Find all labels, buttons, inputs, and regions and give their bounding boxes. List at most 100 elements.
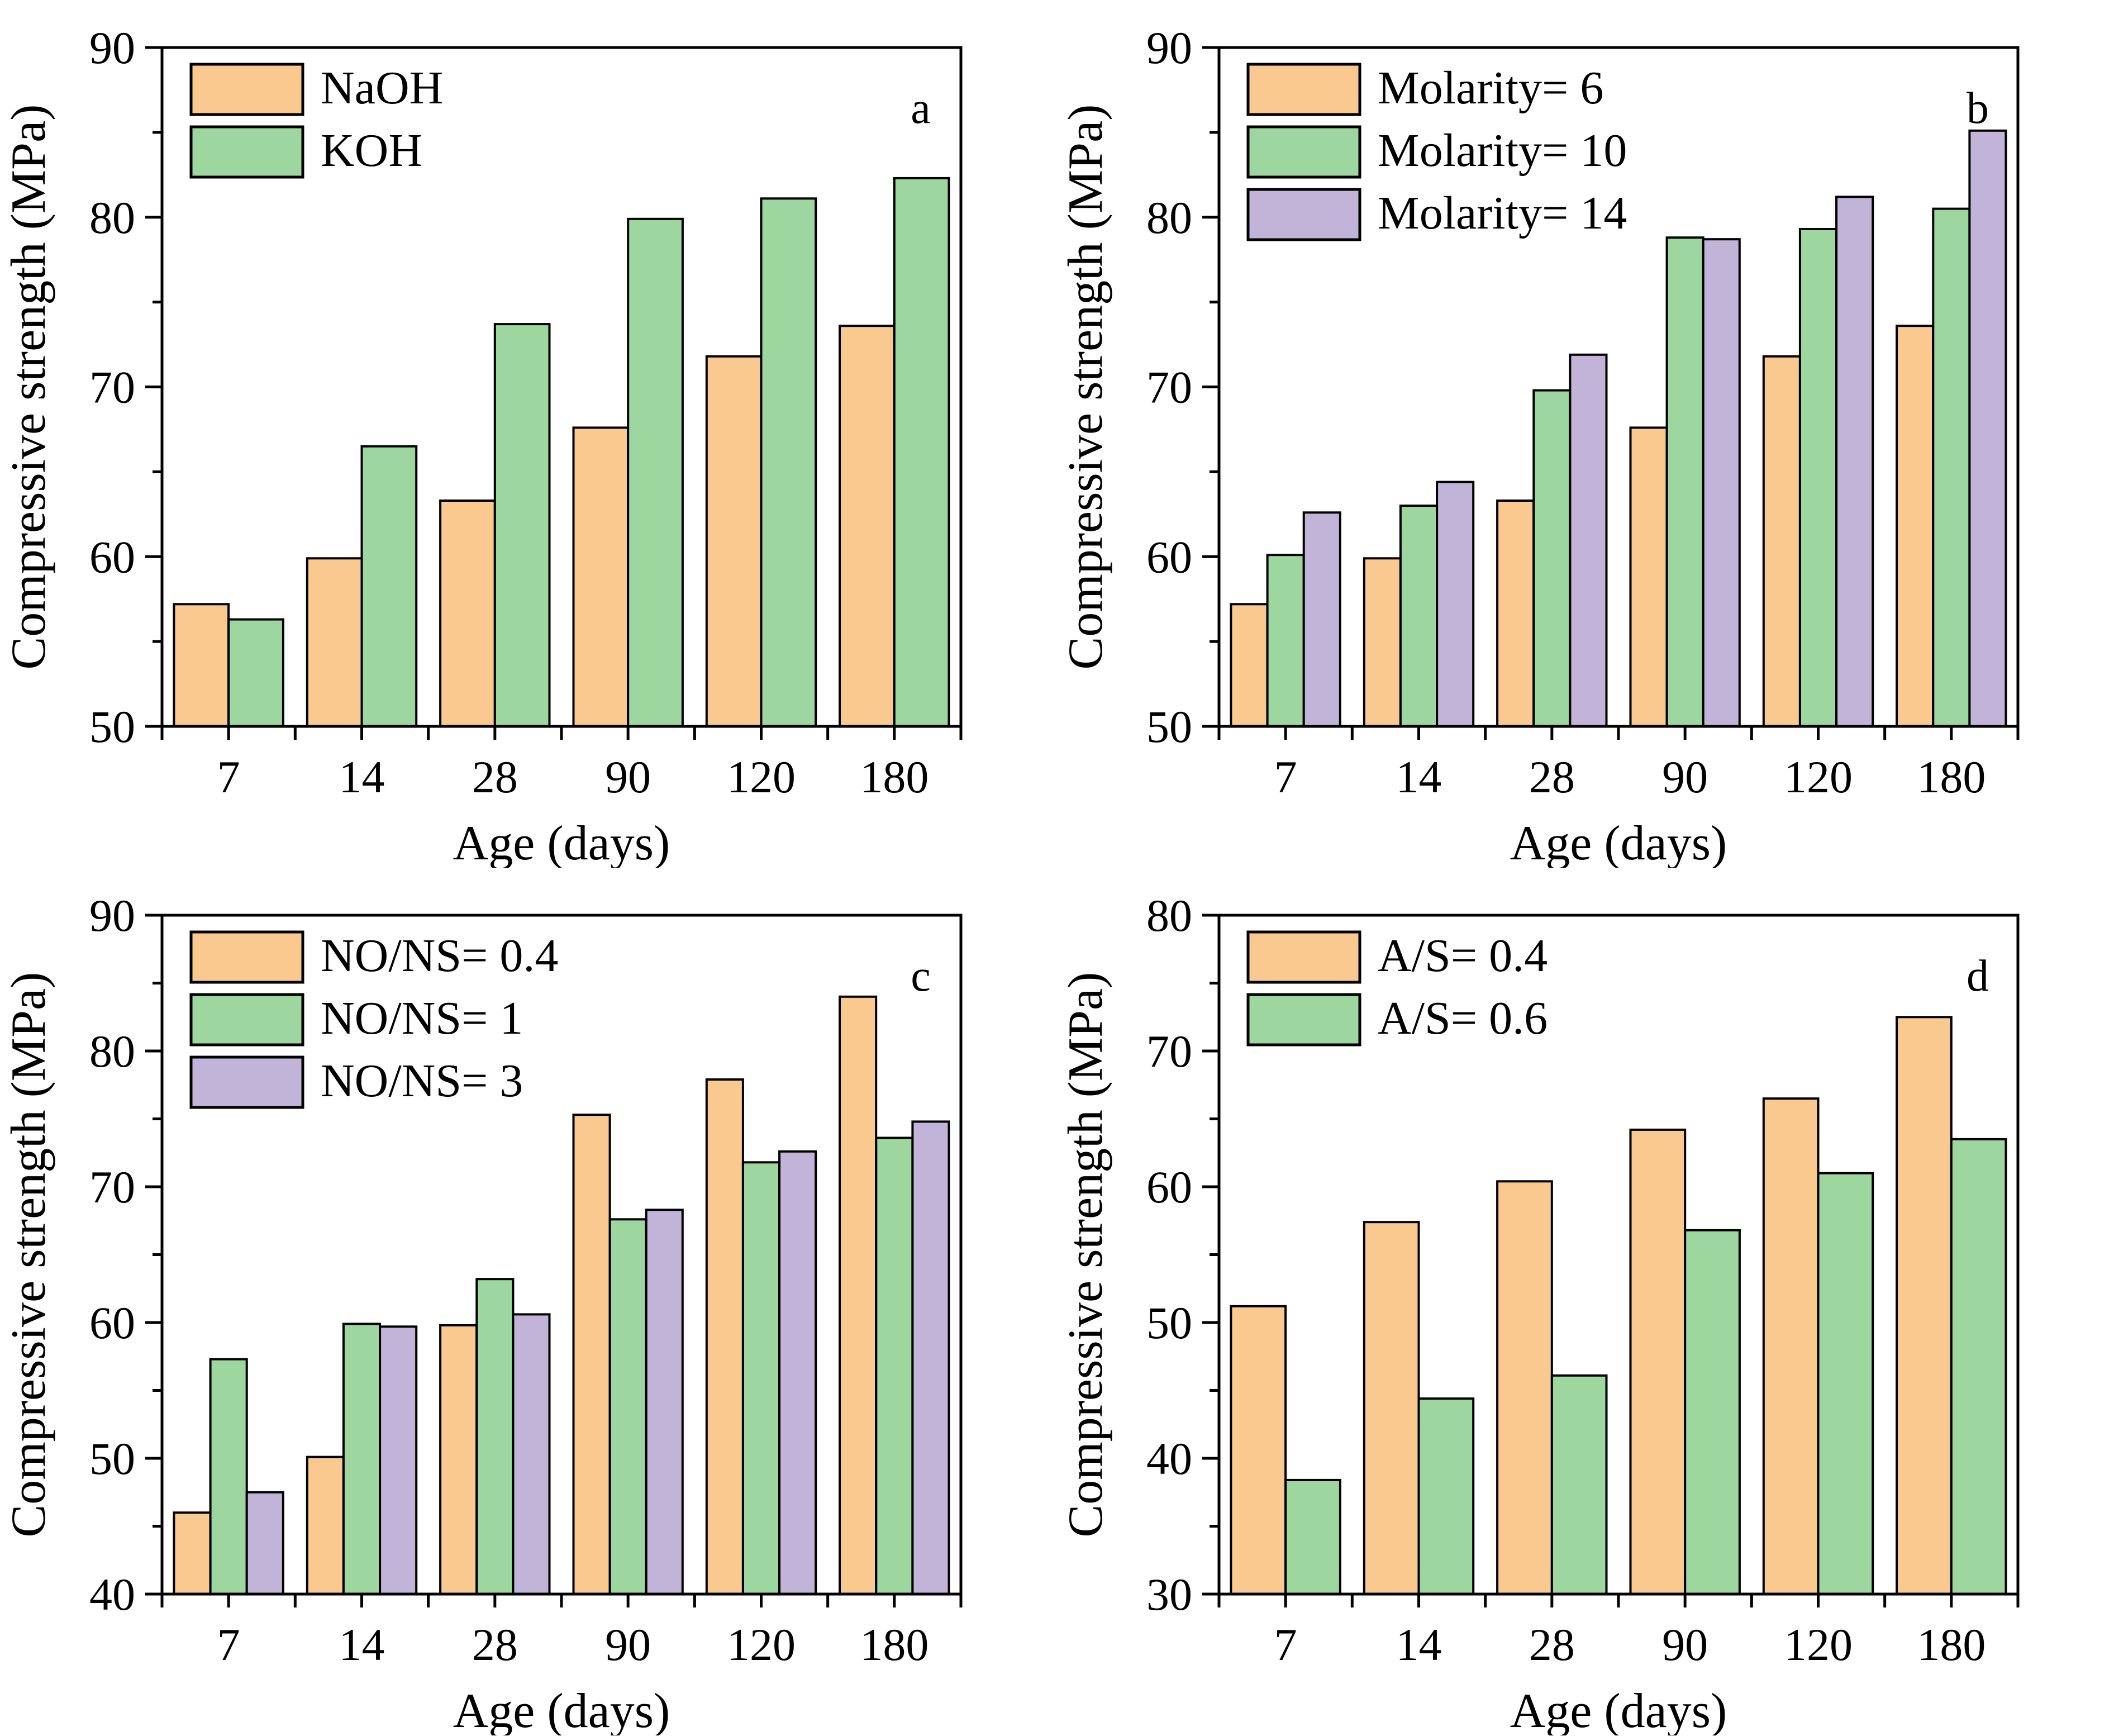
legend-swatch-1	[1246, 63, 1361, 116]
x-tick-label: 7	[1274, 752, 1297, 802]
bar-series2-age7	[1284, 1478, 1341, 1596]
bar-series1-age28	[439, 500, 496, 727]
y-tick-label: 80	[1146, 192, 1192, 243]
legend-swatch-2	[1246, 993, 1361, 1047]
x-tick-label: 120	[727, 752, 796, 802]
y-tick-label: 40	[1146, 1433, 1192, 1484]
y-tick-label: 40	[89, 1569, 135, 1620]
x-tick-label: 7	[217, 752, 240, 802]
bar-series2-age120	[760, 197, 817, 727]
legend-swatch-3	[189, 1055, 304, 1109]
bar-series1-age180	[1896, 1016, 1953, 1596]
bar-series1-age28	[439, 1324, 478, 1596]
bar-series2-age120	[1817, 1172, 1874, 1595]
x-tick-label: 7	[217, 1619, 240, 1670]
bar-series2-age14	[360, 445, 418, 727]
panel-a: 50 60 70 80 90 7 14 28 90 120 180 Age (days) Compres…	[0, 0, 1057, 868]
bar-series1-age7	[1230, 603, 1269, 728]
y-tick-label: 90	[89, 890, 135, 941]
y-tick-label: 80	[1146, 890, 1192, 941]
x-tick-label: 180	[860, 752, 929, 802]
x-axis-label: Age (days)	[1510, 816, 1727, 868]
bar-series2-age28	[1532, 389, 1572, 727]
bar-series2-age28	[493, 323, 551, 727]
legend-label-2: NO/NS= 1	[321, 992, 523, 1044]
bar-series2-age7	[1266, 554, 1305, 727]
legend-swatch-1	[189, 63, 304, 116]
legend-label-2: Molarity= 10	[1378, 125, 1627, 177]
bar-series2-age7	[227, 618, 284, 727]
bar-series1-age7	[1230, 1305, 1287, 1595]
x-tick-label: 120	[1784, 1619, 1853, 1670]
y-tick-label: 80	[89, 192, 135, 243]
bar-series1-age180	[1896, 325, 1935, 727]
bar-series2-age90	[1665, 236, 1704, 727]
bar-series3-age7	[1302, 511, 1341, 727]
y-tick-label: 70	[1146, 362, 1192, 413]
bar-series1-age28	[1496, 500, 1535, 727]
bar-series3-age90	[645, 1209, 684, 1595]
y-tick-label: 90	[89, 22, 135, 73]
y-tick-label: 50	[89, 1433, 135, 1484]
y-tick-label: 90	[1146, 22, 1192, 73]
bar-series1-age14	[1363, 1221, 1420, 1595]
bar-series2-age90	[627, 217, 684, 727]
x-axis-label: Age (days)	[453, 816, 670, 868]
bar-series1-age90	[572, 426, 630, 727]
bar-series1-age7	[173, 603, 230, 728]
y-axis-label: Compressive strength (MPa)	[2, 972, 56, 1538]
y-tick-label: 50	[1146, 701, 1192, 752]
legend-swatch-1	[1246, 930, 1361, 984]
chart-d-svg: 30 40 50 60 70 80 7 14 28 90 120 180 Age (days) Compr…	[1059, 890, 2020, 1735]
bar-series1-age28	[1496, 1180, 1553, 1595]
bar-series1-age14	[306, 1456, 345, 1595]
bar-series3-age14	[379, 1325, 418, 1595]
bar-series1-age120	[1762, 1097, 1820, 1596]
x-tick-label: 14	[1396, 752, 1442, 802]
chart-c-svg: 40 50 60 70 80 90 7 14 28 90 120 180 Age (days) Compr…	[2, 890, 963, 1735]
legend-label-1: Molarity= 6	[1378, 62, 1603, 114]
legend-label-1: NO/NS= 0.4	[321, 930, 558, 982]
panel-letter: d	[1967, 952, 1989, 1001]
bar-series1-age90	[1629, 426, 1668, 727]
panel-c: 40 50 60 70 80 90 7 14 28 90 120 180 Age (days) Compr…	[0, 868, 1057, 1735]
legend-label-2: A/S= 0.6	[1378, 992, 1548, 1044]
x-tick-label: 120	[1784, 752, 1853, 802]
bar-series3-age120	[778, 1150, 817, 1595]
bar-series2-age180	[1950, 1138, 2007, 1595]
legend-swatch-2	[1246, 125, 1361, 179]
bar-series2-age28	[475, 1278, 515, 1595]
chart-b-svg: 50 60 70 80 90 7 14 28 90 120 180 Age (days) Compres…	[1059, 22, 2020, 868]
legend-label-1: A/S= 0.4	[1378, 930, 1548, 982]
legend-label-3: Molarity= 14	[1378, 187, 1627, 239]
x-axis-label: Age (days)	[453, 1684, 670, 1735]
legend-label-2: KOH	[321, 125, 422, 177]
bar-series2-age14	[1417, 1397, 1475, 1595]
bar-series3-age7	[245, 1491, 284, 1596]
bar-series1-age90	[572, 1114, 611, 1595]
legend-swatch-2	[189, 993, 304, 1047]
chart-a-svg: 50 60 70 80 90 7 14 28 90 120 180 Age (days) Compres…	[2, 22, 963, 868]
bar-series2-age14	[1399, 505, 1439, 727]
bar-series3-age28	[1569, 353, 1608, 727]
bar-series1-age14	[1363, 557, 1402, 727]
bar-series1-age120	[1762, 355, 1801, 727]
y-axis-label: Compressive strength (MPa)	[2, 104, 56, 670]
x-tick-label: 90	[1662, 1619, 1708, 1670]
y-tick-label: 60	[89, 531, 135, 582]
y-tick-label: 70	[89, 362, 135, 413]
x-tick-label: 90	[605, 1619, 651, 1670]
bar-series3-age180	[911, 1120, 950, 1595]
x-tick-label: 180	[1917, 752, 1986, 802]
y-tick-label: 50	[89, 701, 135, 752]
bar-series2-age120	[1798, 228, 1838, 727]
bar-series1-age7	[173, 1511, 212, 1595]
panel-letter: a	[911, 84, 931, 133]
x-tick-label: 14	[339, 752, 385, 802]
bar-series2-age180	[1932, 207, 1971, 728]
bar-series1-age14	[306, 557, 363, 727]
bar-series2-age14	[342, 1323, 382, 1596]
y-tick-label: 50	[1146, 1297, 1192, 1348]
panel-b: 50 60 70 80 90 7 14 28 90 120 180 Age (days) Compres…	[1057, 0, 2114, 868]
